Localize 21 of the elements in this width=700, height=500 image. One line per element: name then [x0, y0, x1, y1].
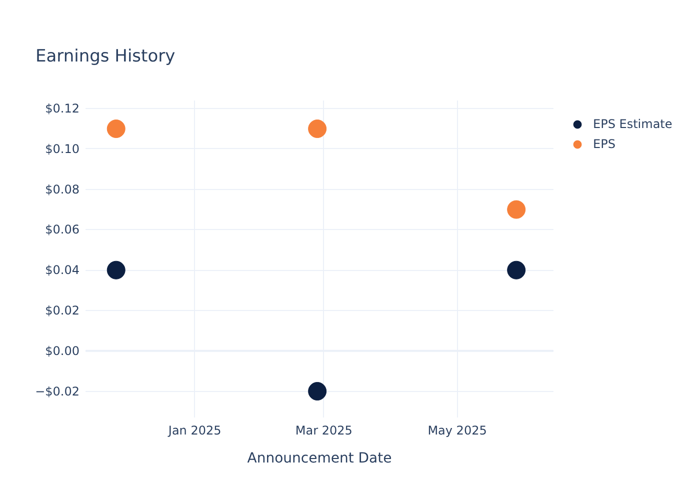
- y-tick-label: $0.12: [45, 102, 80, 116]
- y-tick-label: $0.00: [45, 344, 80, 358]
- x-tick-label: May 2025: [428, 424, 487, 438]
- point: [308, 120, 327, 138]
- chart-title: Earnings History: [36, 46, 176, 66]
- y-tick-label: $0.02: [45, 303, 80, 318]
- y-tick-label: $0.06: [45, 222, 80, 237]
- y-tick-label: −$0.02: [35, 384, 80, 398]
- x-axis-title: Announcement Date: [247, 450, 392, 466]
- point: [106, 260, 126, 280]
- legend-label: EPS Estimate: [593, 117, 672, 131]
- point: [507, 260, 526, 280]
- x-tick-label: Jan 2025: [167, 424, 222, 438]
- legend-label: EPS: [593, 137, 616, 151]
- point: [507, 200, 526, 219]
- y-tick-label: $0.10: [45, 142, 80, 156]
- y-tick-label: $0.04: [45, 263, 80, 278]
- point: [106, 120, 126, 138]
- x-tick-label: Mar 2025: [295, 424, 352, 438]
- point: [308, 382, 327, 400]
- y-tick-label: $0.08: [45, 182, 80, 196]
